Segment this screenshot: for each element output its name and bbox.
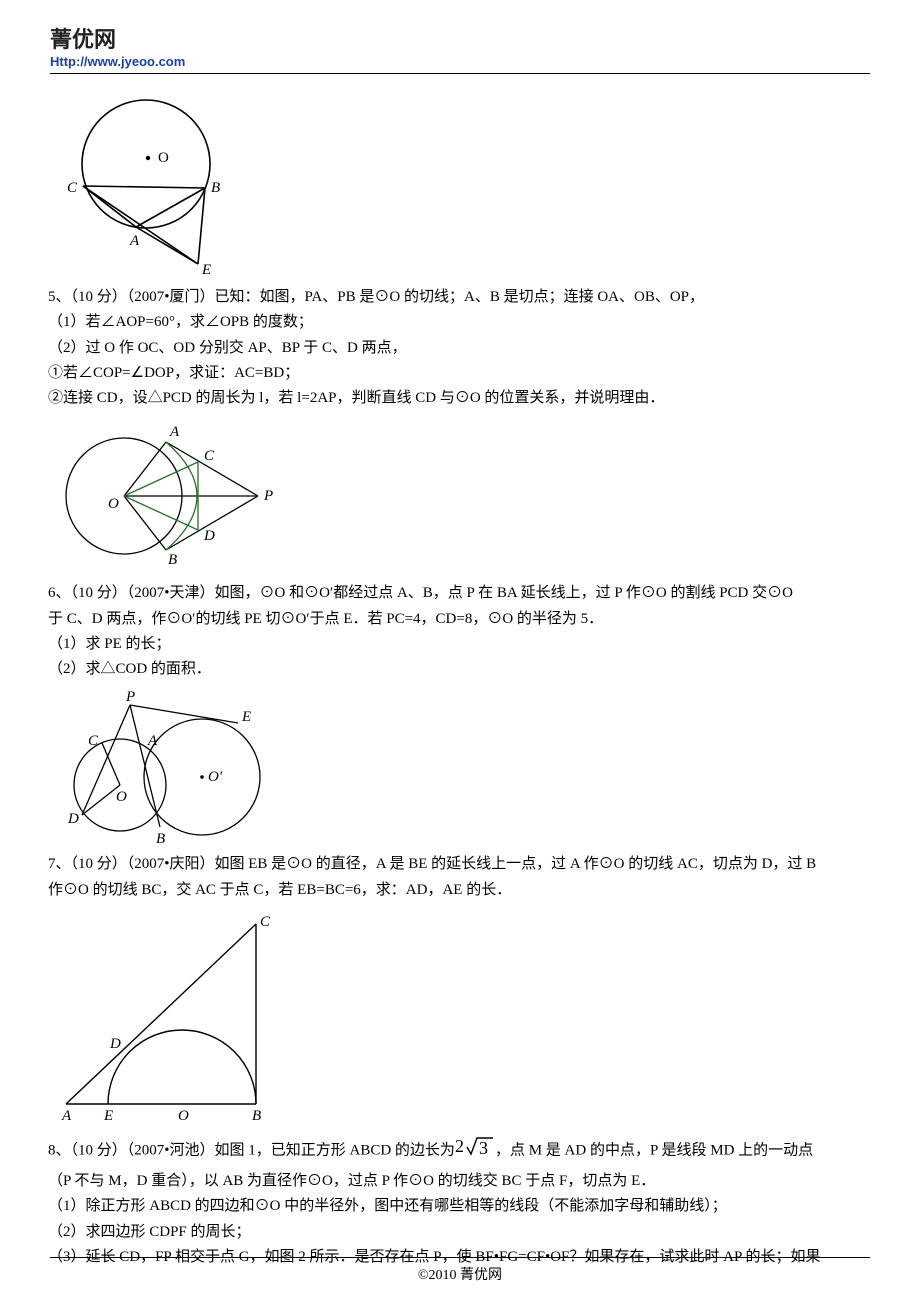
svg-text:E: E [201, 262, 211, 278]
svg-text:2: 2 [455, 1136, 464, 1156]
svg-text:B: B [156, 831, 165, 847]
svg-text:B: B [211, 180, 220, 196]
q8-line1: （P 不与 M，D 重合），以 AB 为直径作⊙O，过点 P 作⊙O 的切线交 … [48, 1170, 872, 1193]
q5-head: 5、（10 分）（2007•厦门）已知：如图，PA、PB 是⊙O 的切线；A、B… [48, 286, 872, 309]
svg-text:C: C [67, 180, 78, 196]
q8-head-a: 8、（10 分）（2007•河池）如图 1，已知正方形 ABCD 的边长为 [48, 1142, 455, 1158]
svg-text:C: C [260, 914, 271, 930]
svg-text:D: D [109, 1036, 121, 1052]
svg-text:B: B [252, 1108, 261, 1124]
q5-line3: ①若∠COP=∠DOP，求证：AC=BD； [48, 362, 872, 385]
q5-line4: ②连接 CD，设△PCD 的周长为 l，若 l=2AP，判断直线 CD 与⊙O … [48, 387, 872, 410]
q6-line2: （2）求△COD 的面积． [48, 658, 872, 681]
site-name: 菁优网 [50, 22, 870, 54]
svg-text:A: A [147, 733, 158, 749]
svg-text:A: A [129, 233, 140, 249]
q8-line3: （2）求四边形 CDPF 的周长； [48, 1221, 872, 1244]
q8-line2: （1）除正方形 ABCD 的四边和⊙O 中的半径外，图中还有哪些相等的线段（不能… [48, 1195, 872, 1218]
site-url: Http://www.jyeoo.com [50, 54, 870, 69]
footer-text: ©2010 菁优网 [418, 1268, 502, 1283]
figure-3: P E C A O O′ D B [48, 687, 872, 847]
q6-head: 6、（10 分）（2007•天津）如图，⊙O 和⊙O′都经过点 A、B，点 P … [48, 582, 872, 605]
svg-text:P: P [125, 689, 135, 705]
q7-head: 7、（10 分）（2007•庆阳）如图 EB 是⊙O 的直径，A 是 BE 的延… [48, 853, 872, 876]
q6-head2: 于 C、D 两点，作⊙O′的切线 PE 切⊙O′于点 E．若 PC=4，CD=8… [48, 608, 872, 631]
q8-sqrt: 23 [455, 1132, 495, 1166]
svg-text:3: 3 [479, 1138, 488, 1158]
figure-1: O C B A E [48, 88, 872, 280]
q8-head-b: ，点 M 是 AD 的中点，P 是线段 MD 上的一动点 [495, 1142, 813, 1158]
figure-4: C D A E O B [48, 908, 872, 1128]
svg-text:P: P [263, 488, 273, 504]
svg-text:D: D [203, 528, 215, 544]
svg-text:D: D [67, 811, 79, 827]
q7-head2: 作⊙O 的切线 BC，交 AC 于点 C，若 EB=BC=6，求：AD，AE 的… [48, 879, 872, 902]
svg-text:E: E [241, 709, 251, 725]
figure-2: A C P D B O [48, 416, 872, 576]
q5-line1: （1）若∠AOP=60°，求∠OPB 的度数； [48, 311, 872, 334]
svg-text:C: C [204, 448, 215, 464]
q6-line1: （1）求 PE 的长； [48, 633, 872, 656]
svg-text:A: A [169, 424, 180, 440]
svg-text:B: B [168, 552, 177, 568]
svg-text:O′: O′ [208, 769, 223, 785]
svg-text:A: A [61, 1108, 72, 1124]
svg-text:O: O [158, 150, 169, 166]
svg-text:E: E [103, 1108, 113, 1124]
svg-text:C: C [88, 733, 99, 749]
svg-text:O: O [116, 789, 127, 805]
svg-text:O: O [108, 496, 119, 512]
q5-line2: （2）过 O 作 OC、OD 分别交 AP、BP 于 C、D 两点， [48, 337, 872, 360]
q8-head: 8、（10 分）（2007•河池）如图 1，已知正方形 ABCD 的边长为23，… [48, 1134, 872, 1168]
footer-rule [50, 1257, 870, 1258]
svg-text:O: O [178, 1108, 189, 1124]
page-footer: ©2010 菁优网 [0, 1257, 920, 1284]
